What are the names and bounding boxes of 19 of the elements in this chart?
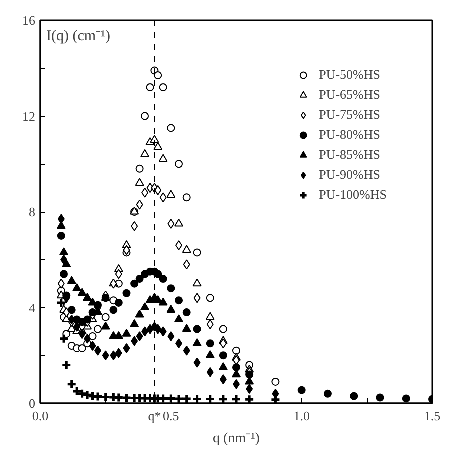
y-tick-label: 4	[29, 300, 36, 316]
y-tick-label: 12	[22, 108, 36, 124]
legend-label: PU-50%HS	[319, 67, 380, 83]
x-tick-label: 1.0	[294, 408, 310, 424]
legend-label: PU-85%HS	[319, 147, 380, 163]
y-axis-title: I(q) (cm⁻¹)	[46, 28, 111, 44]
legend-label: PU-80%HS	[319, 127, 380, 143]
x-tick-label: 1.5	[424, 408, 441, 424]
x-axis-title: q (nm⁻¹)	[213, 432, 260, 446]
legend-label: PU-75%HS	[319, 107, 380, 123]
x-tick-label: 0.0	[32, 408, 49, 424]
legend-label: PU-90%HS	[319, 167, 380, 183]
legend-label: PU-65%HS	[319, 87, 380, 103]
x-tick-label: 0.5	[163, 408, 180, 424]
legend-label: PU-100%HS	[319, 187, 387, 203]
ref-line-label: q*	[148, 408, 162, 424]
y-tick-label: 0	[29, 396, 36, 411]
y-tick-label: 8	[29, 204, 36, 220]
y-tick-label: 16	[22, 13, 36, 28]
